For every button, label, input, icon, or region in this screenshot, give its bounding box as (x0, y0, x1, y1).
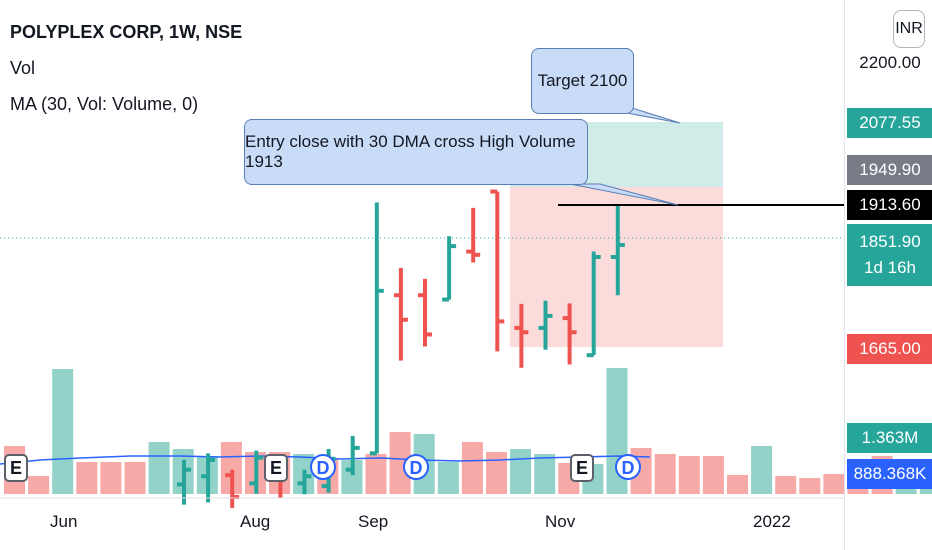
time-label-nov: Nov (545, 512, 576, 531)
price-bar (466, 207, 481, 263)
price-bar (418, 278, 432, 347)
volume-bars (4, 368, 932, 494)
svg-text:D: D (622, 458, 635, 478)
price-bar (297, 469, 312, 495)
volume-bar (461, 442, 483, 494)
volume-bar (654, 454, 676, 494)
price-axis[interactable]: INR 2200.00 2077.55 1949.90 1913.60 1851… (844, 0, 932, 550)
price-bar (249, 450, 264, 494)
target-price-tag: 2077.55 (847, 108, 932, 138)
legend-symbol: POLYPLEX CORP, 1W, NSE (10, 22, 243, 42)
volume-bar (389, 432, 411, 494)
volume-bar (510, 449, 532, 494)
price-bars (177, 189, 625, 508)
volume-bar (727, 475, 748, 494)
currency-button[interactable]: INR (893, 10, 925, 48)
price-bar (562, 303, 577, 365)
svg-text:E: E (10, 458, 22, 478)
volume-bar (678, 456, 700, 494)
volume-ma-tag: 888.368K (847, 459, 932, 489)
volume-bar (100, 462, 122, 494)
target-callout[interactable]: Target 2100 (531, 48, 634, 114)
volume-bar (799, 478, 821, 494)
volume-bar (28, 476, 50, 494)
time-label-aug: Aug (240, 512, 271, 531)
entry-callout[interactable]: Entry close with 30 DMA cross High Volum… (244, 119, 588, 185)
volume-bar (76, 462, 98, 494)
price-bar (369, 202, 384, 456)
earnings-marker[interactable]: E (570, 454, 594, 482)
price-bar (610, 205, 625, 296)
legend-volume: Vol (10, 58, 36, 78)
price-bar (393, 267, 408, 361)
volume-bar (52, 369, 74, 494)
volume-bar (365, 454, 387, 494)
legend-ma: MA (30, Vol: Volume, 0) (10, 94, 199, 114)
time-label-2022: 2022 (753, 512, 791, 531)
countdown: 1d 16h (864, 258, 916, 277)
volume-bar (124, 462, 146, 494)
volume-bar (534, 454, 556, 494)
price-bar (225, 469, 240, 508)
stop-price-tag: 1665.00 (847, 334, 932, 364)
last-price-tag: 1851.90 1d 16h (847, 224, 932, 286)
earnings-marker[interactable]: E (264, 454, 288, 482)
time-label-jun: Jun (50, 512, 78, 531)
price-bar (538, 300, 553, 350)
price-bar (586, 251, 601, 358)
volume-bar (823, 474, 845, 494)
price-bar (177, 459, 191, 505)
svg-text:E: E (270, 458, 282, 478)
volume-tag: 1.363M (847, 423, 932, 453)
volume-bar (702, 456, 724, 494)
svg-text:D: D (317, 458, 330, 478)
volume-bar (486, 452, 507, 494)
price-bar (442, 236, 457, 302)
volume-bar (775, 476, 797, 494)
price-bar (490, 189, 505, 352)
last-price-value: 1851.90 (859, 232, 921, 251)
price-bar (345, 435, 360, 476)
price-bar (201, 453, 216, 503)
volume-bar (751, 446, 773, 494)
time-label-sep: Sep (358, 512, 389, 531)
entry-price-tag: 1913.60 (847, 190, 932, 220)
price-bar (514, 303, 529, 368)
price-tag-1949: 1949.90 (847, 155, 932, 185)
dividend-marker[interactable]: D (403, 454, 429, 480)
svg-text:D: D (410, 458, 423, 478)
earnings-marker[interactable]: E (4, 454, 28, 482)
svg-text:E: E (576, 458, 588, 478)
price-label-top: 2200.00 (859, 53, 921, 72)
volume-ma-line (0, 455, 651, 465)
volume-bar (220, 442, 242, 494)
volume-bar (437, 462, 459, 494)
dividend-marker[interactable]: D (310, 454, 336, 480)
entry-callout-pointer (569, 183, 679, 206)
volume-bar (148, 442, 170, 494)
dividend-marker[interactable]: D (615, 454, 641, 480)
